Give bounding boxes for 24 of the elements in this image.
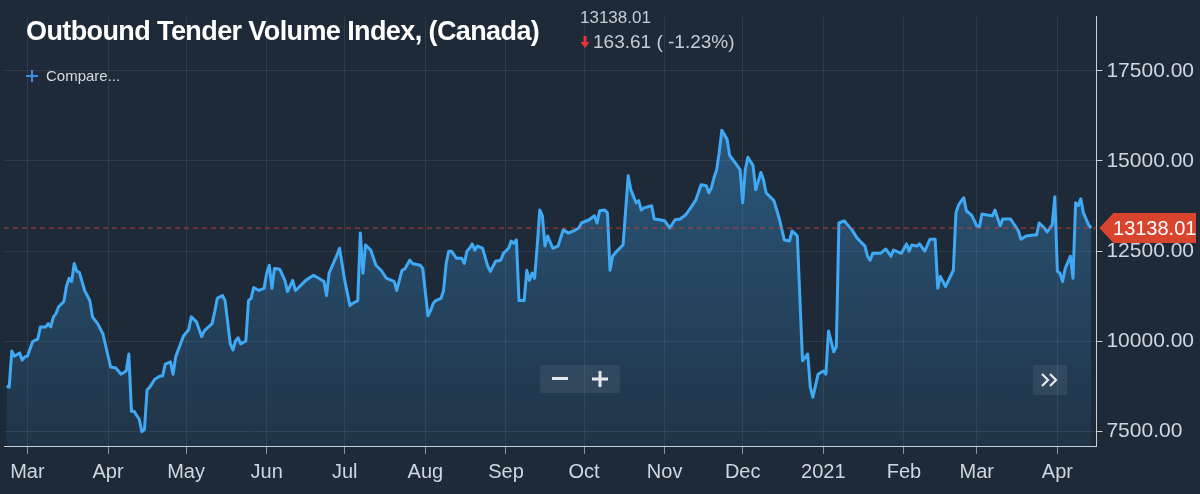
x-tick-label: Jul (331, 459, 358, 482)
annotation: 13138.01 (580, 8, 651, 28)
x-tick-label: Feb (886, 459, 922, 482)
x-tick-label: Nov (646, 459, 683, 482)
annotation: 163.61 ( -1.23%) (593, 31, 735, 53)
x-tick-label: Mar (959, 459, 995, 482)
x-tick-label: Jun (250, 459, 283, 482)
x-tick-label: May (167, 459, 205, 482)
x-tick-label: Mar (10, 459, 45, 482)
annotation: Compare... (46, 67, 121, 84)
chart-title: Outbound Tender Volume Index, (Canada) (26, 16, 540, 47)
x-tick-label: 2021 (801, 459, 846, 482)
x-tick-label: Sep (488, 459, 524, 482)
x-tick-label: Apr (1041, 459, 1074, 482)
y-tick-label: 15000.00 (1106, 147, 1194, 171)
x-tick-label: Dec (724, 459, 761, 482)
y-tick-label: 12500.00 (1106, 237, 1194, 261)
y-tick-label: 17500.00 (1106, 57, 1194, 81)
x-tick-label: Oct (568, 459, 601, 482)
ref-line-label: 13138.01 (1112, 216, 1197, 239)
x-tick-label: Apr (92, 459, 124, 482)
y-tick-label: 7500.00 (1106, 418, 1183, 442)
x-tick-label: Aug (407, 459, 444, 482)
y-tick-label: 10000.00 (1106, 328, 1194, 352)
